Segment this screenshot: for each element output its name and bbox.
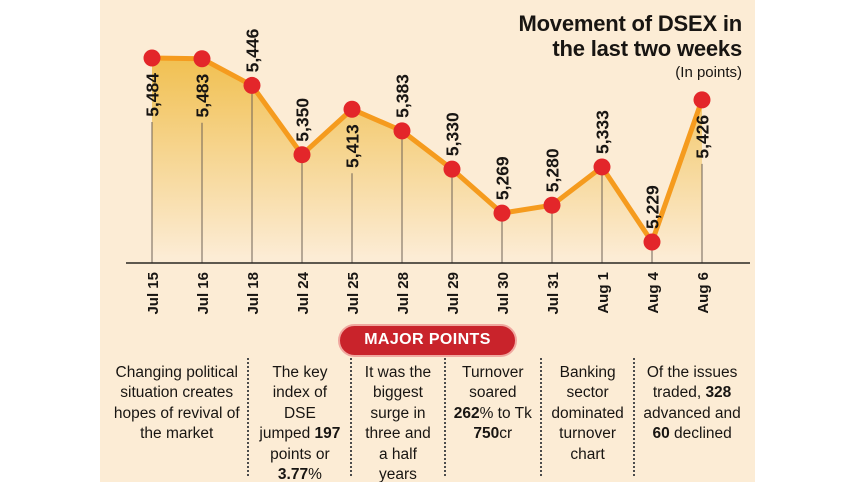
- chart-title-line-1: Movement of DSEX in: [518, 11, 742, 36]
- major-point-item: Turnover soared 262% to Tk 750cr: [443, 358, 540, 476]
- value-label: 5,446: [243, 28, 263, 72]
- area-fill: [152, 58, 702, 263]
- value-label: 5,280: [543, 148, 563, 192]
- value-label: 5,413: [343, 124, 363, 168]
- data-point: [143, 49, 161, 67]
- major-point-highlight: 262: [453, 404, 480, 422]
- major-point-text: points or: [270, 445, 330, 463]
- data-point: [443, 160, 461, 178]
- dsex-line-chart: 5,484 5,483 5,446 5,350 5,413 5,383 5,330 5,269…: [126, 28, 750, 315]
- value-label: 5,383: [393, 74, 413, 118]
- major-point-highlight: 60: [652, 425, 670, 443]
- major-point-text: Changing political situation creates hop…: [113, 364, 240, 443]
- x-tick-label: Jul 29: [445, 272, 462, 315]
- major-point-highlight: 328: [705, 384, 732, 402]
- x-tick-label: Jul 15: [145, 272, 162, 315]
- x-tick-label: Jul 18: [245, 272, 262, 315]
- major-point-text: advanced and: [643, 404, 741, 422]
- chart-title-line-2: the last two weeks: [552, 36, 742, 62]
- data-point: [393, 122, 411, 140]
- data-point: [643, 233, 661, 251]
- trend-line: [149, 55, 705, 245]
- major-point-item: Changing political situation creates hop…: [106, 358, 247, 476]
- major-point-text: The key index of DSE jumped: [259, 364, 328, 443]
- value-label: 5,426: [693, 115, 713, 159]
- value-label: 5,269: [493, 156, 513, 200]
- x-tick-label: Jul 28: [395, 272, 412, 315]
- chart-units-note: (In points): [675, 64, 742, 82]
- x-tick-label: Aug 1: [595, 272, 612, 314]
- data-point: [193, 50, 211, 68]
- data-point: [293, 146, 311, 164]
- data-point: [243, 76, 261, 94]
- data-point: [343, 100, 361, 118]
- major-point-text: It was the biggest surge in three and a …: [364, 364, 432, 482]
- value-label: 5,229: [643, 185, 663, 229]
- x-tick-label: Jul 25: [345, 272, 362, 315]
- major-point-text: Banking sector dominated turnover chart: [551, 364, 624, 463]
- data-point: [543, 196, 561, 214]
- value-label: 5,333: [593, 110, 613, 154]
- major-points-badge-wrap: MAJOR POINTS: [100, 324, 755, 357]
- x-tick-label: Jul 31: [545, 272, 562, 315]
- major-point-highlight: 3.77: [277, 466, 309, 482]
- value-label: 5,330: [443, 112, 463, 156]
- major-point-text: Of the issues traded,: [646, 364, 738, 402]
- x-tick-label: Jul 30: [495, 272, 512, 315]
- major-point-text: Turnover soared: [462, 364, 524, 402]
- major-point-text: % to Tk: [479, 404, 532, 422]
- major-point-text: declined: [669, 425, 732, 443]
- value-label: 5,483: [193, 73, 213, 117]
- major-point-text: cr: [499, 425, 513, 443]
- value-label: 5,350: [293, 98, 313, 142]
- chart-title-block: Movement of DSEX in the last two weeks (…: [518, 11, 742, 81]
- x-tick-label: Jul 24: [295, 271, 312, 314]
- major-point-item: It was the biggest surge in three and a …: [350, 358, 443, 482]
- major-points-row: Changing political situation creates hop…: [106, 358, 749, 482]
- x-tick-label: Aug 6: [695, 272, 712, 314]
- major-points-badge: MAJOR POINTS: [338, 324, 517, 357]
- data-point: [593, 158, 611, 176]
- major-point-highlight: 750: [473, 425, 500, 443]
- major-point-highlight: 197: [314, 425, 341, 443]
- value-label: 5,484: [143, 73, 163, 117]
- major-point-item: Banking sector dominated turnover chart: [540, 358, 633, 476]
- major-point-text: %: [308, 466, 322, 482]
- x-tick-label: Aug 4: [645, 271, 662, 313]
- data-point: [493, 204, 511, 222]
- data-point: [693, 91, 711, 109]
- chart-panel: 5,484 5,483 5,446 5,350 5,413 5,383 5,330 5,269…: [100, 0, 755, 482]
- major-point-item: The key index of DSE jumped 197 points o…: [247, 358, 350, 482]
- x-tick-label: Jul 16: [195, 272, 212, 315]
- major-point-item: Of the issues traded, 328 advanced and 6…: [633, 358, 749, 476]
